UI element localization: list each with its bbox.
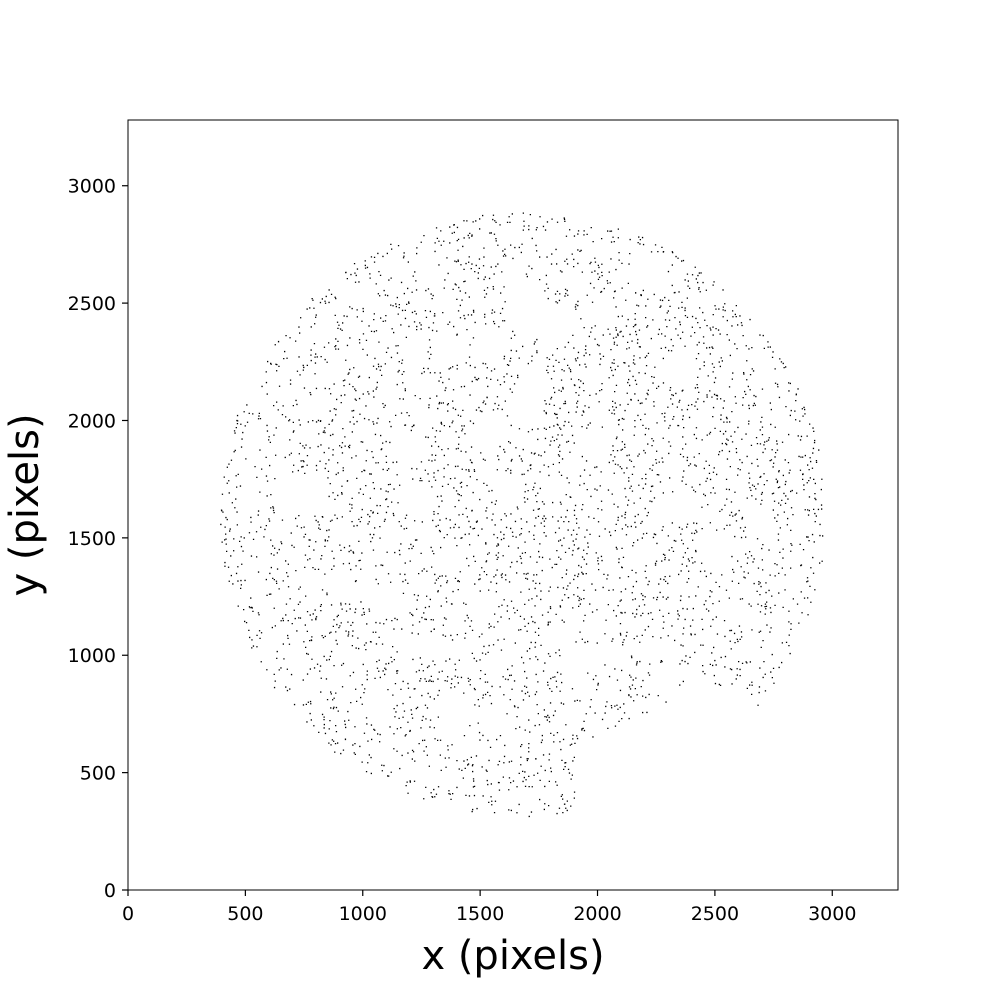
scatter-point-cloud	[220, 212, 824, 818]
y-tick-label: 0	[104, 880, 116, 902]
y-axis-title: y (pixels)	[2, 413, 48, 596]
y-axis: 0 500 1000 1500 2000 2500 3000	[68, 176, 128, 902]
x-axis: 0 500 1000 1500 2000 2500 3000	[122, 890, 856, 925]
x-tick-label: 2500	[691, 903, 739, 925]
x-tick-label: 0	[122, 903, 134, 925]
plot-frame	[127, 119, 899, 891]
x-tick-label: 500	[227, 903, 263, 925]
x-tick-label: 2000	[573, 903, 621, 925]
scatter-points	[220, 212, 824, 818]
x-axis-title: x (pixels)	[421, 933, 604, 979]
y-tick-label: 500	[80, 763, 116, 785]
x-tick-label: 3000	[808, 903, 856, 925]
y-tick-label: 1500	[68, 528, 116, 550]
y-tick-label: 2500	[68, 293, 116, 315]
y-tick-label: 1000	[68, 645, 116, 667]
y-tick-label: 2000	[68, 410, 116, 432]
x-tick-label: 1000	[339, 903, 387, 925]
y-tick-label: 3000	[68, 176, 116, 198]
x-tick-label: 1500	[456, 903, 504, 925]
